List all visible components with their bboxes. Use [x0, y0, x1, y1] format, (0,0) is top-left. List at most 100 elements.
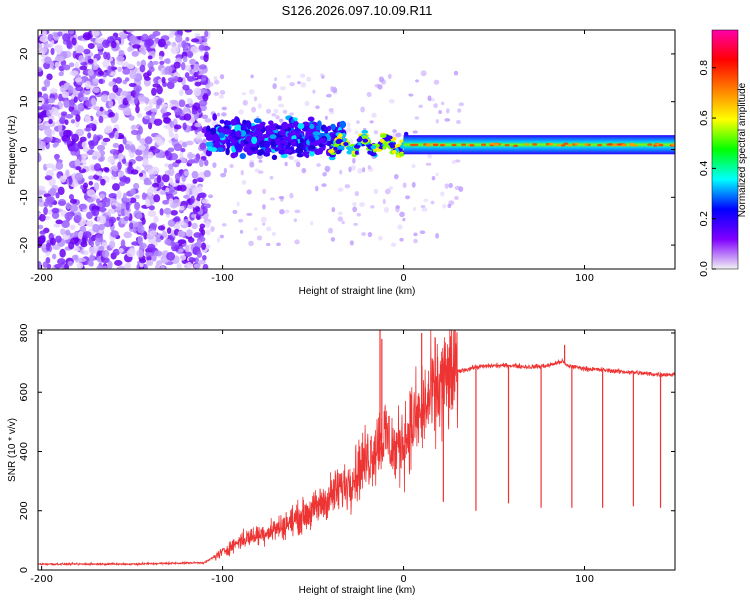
- noise-blob: [238, 109, 244, 115]
- noise-blob: [135, 105, 140, 114]
- noise-blob: [395, 205, 401, 209]
- noise-blob: [184, 72, 190, 79]
- noise-blob: [352, 157, 356, 164]
- noise-blob: [192, 102, 201, 111]
- noise-blob: [110, 40, 117, 49]
- noise-blob: [51, 211, 60, 220]
- signal-blob: [336, 138, 343, 143]
- noise-blob: [131, 124, 137, 130]
- noise-blob: [390, 242, 397, 247]
- signal-blob: [316, 120, 322, 128]
- snr-panel: -200 -100 0 100 0 200 400 600 800 Height of str…: [7, 323, 676, 596]
- signal-blob: [212, 135, 220, 141]
- noise-blob: [427, 153, 433, 159]
- noise-blob: [75, 114, 81, 122]
- noise-blob: [92, 133, 98, 143]
- noise-blob: [239, 229, 244, 234]
- noise-blob: [56, 55, 65, 62]
- signal-blob: [387, 135, 393, 140]
- noise-blob: [174, 172, 181, 181]
- x-tick-label: 100: [575, 574, 594, 585]
- noise-blob: [152, 60, 159, 65]
- noise-blob: [177, 43, 182, 48]
- noise-blob: [194, 122, 202, 128]
- carrier-peak: [560, 144, 566, 147]
- noise-blob: [66, 40, 72, 49]
- noise-blob: [411, 181, 416, 188]
- noise-blob: [349, 240, 354, 246]
- noise-blob: [128, 115, 135, 121]
- noise-blob: [68, 62, 75, 68]
- x-tick-label: 0: [400, 273, 406, 284]
- noise-blob: [55, 192, 60, 199]
- signal-blob: [354, 150, 359, 155]
- noise-blob: [87, 132, 92, 139]
- noise-blob: [187, 153, 197, 158]
- carrier-peak: [629, 142, 635, 146]
- noise-blob: [115, 95, 121, 101]
- noise-blob: [241, 92, 246, 96]
- noise-blob: [262, 204, 266, 210]
- signal-blob: [235, 117, 240, 126]
- noise-blob: [72, 142, 80, 152]
- noise-blob: [192, 178, 198, 184]
- noise-blob: [60, 228, 66, 235]
- noise-blob: [274, 77, 278, 82]
- noise-blob: [172, 199, 181, 207]
- noise-blob: [79, 136, 87, 143]
- noise-blob: [221, 106, 228, 111]
- signal-blob: [250, 132, 259, 138]
- noise-blob: [96, 144, 106, 152]
- carrier-peak: [432, 143, 438, 147]
- signal-blob: [227, 129, 232, 134]
- noise-blob: [112, 248, 120, 256]
- noise-blob: [168, 167, 175, 177]
- noise-blob: [93, 106, 101, 111]
- noise-blob: [433, 103, 438, 109]
- noise-blob: [183, 64, 192, 72]
- noise-blob: [134, 194, 140, 199]
- noise-blob: [277, 95, 283, 101]
- noise-blob: [109, 240, 116, 249]
- noise-blob: [219, 234, 225, 239]
- noise-blob: [43, 206, 48, 216]
- signal-blob: [206, 125, 211, 132]
- noise-blob: [112, 84, 119, 94]
- noise-blob: [63, 82, 70, 90]
- noise-blob: [151, 87, 157, 96]
- noise-blob: [198, 64, 207, 70]
- noise-blob: [413, 232, 418, 237]
- signal-blob: [290, 129, 297, 136]
- noise-blob: [186, 97, 192, 104]
- noise-blob: [458, 186, 464, 192]
- noise-blob: [294, 209, 301, 214]
- noise-blob: [399, 237, 404, 242]
- noise-blob: [266, 226, 272, 232]
- signal-blob: [289, 146, 295, 151]
- noise-blob: [95, 170, 103, 176]
- noise-blob: [157, 225, 166, 231]
- noise-blob: [359, 202, 366, 207]
- noise-blob: [312, 89, 316, 94]
- noise-blob: [384, 188, 391, 195]
- noise-blob: [352, 206, 358, 213]
- noise-blob: [96, 265, 103, 269]
- noise-blob: [49, 88, 58, 94]
- noise-blob: [271, 113, 277, 117]
- noise-blob: [151, 166, 160, 175]
- noise-blob: [202, 93, 209, 102]
- noise-blob: [169, 177, 174, 186]
- noise-blob: [105, 197, 111, 203]
- noise-blob: [331, 207, 336, 213]
- noise-blob: [158, 38, 166, 48]
- noise-blob: [448, 183, 454, 189]
- noise-blob: [196, 239, 202, 248]
- noise-blob: [258, 159, 263, 163]
- noise-blob: [185, 36, 190, 42]
- noise-blob: [295, 161, 301, 168]
- noise-blob: [360, 106, 365, 113]
- noise-blob: [199, 223, 206, 229]
- noise-blob: [177, 239, 187, 244]
- carrier-peak: [556, 143, 562, 147]
- signal-blob: [230, 131, 236, 138]
